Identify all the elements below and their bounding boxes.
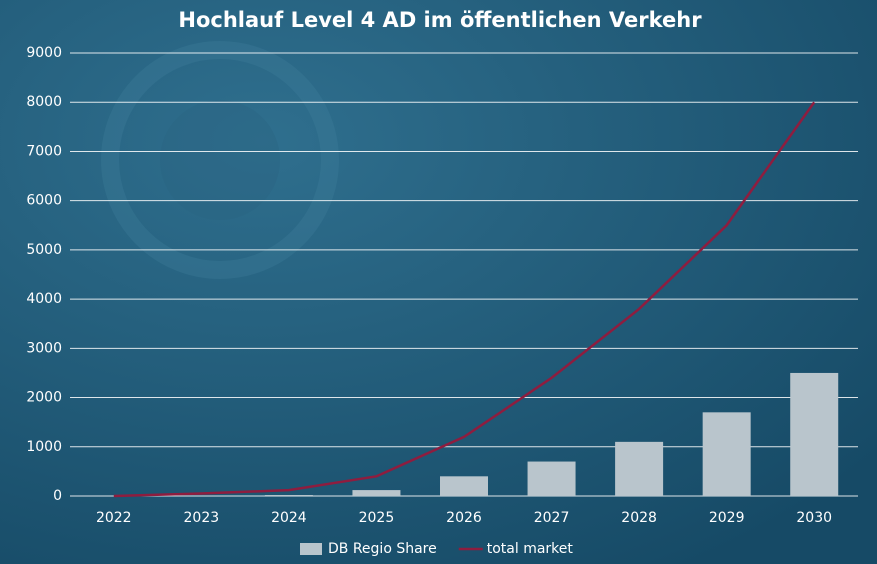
legend-label: total market [487, 541, 574, 557]
chart-title: Hochlauf Level 4 AD im öffentlichen Verk… [178, 8, 702, 32]
bar [440, 476, 488, 496]
y-tick-label: 0 [53, 488, 62, 504]
y-tick-label: 9000 [26, 45, 62, 61]
decoration [160, 100, 280, 220]
line [113, 101, 816, 498]
x-tick-label: 2025 [359, 510, 395, 526]
bar [352, 490, 401, 496]
x-tick-label: 2027 [534, 510, 570, 526]
bar [702, 412, 751, 496]
x-tick-label: 2030 [796, 510, 832, 526]
x-tick-label: 2029 [709, 510, 745, 526]
y-tick-label: 8000 [26, 94, 62, 110]
bar [527, 461, 576, 496]
bar [790, 372, 839, 496]
decoration [101, 41, 339, 279]
y-tick-label: 4000 [26, 291, 62, 307]
y-tick-label: 2000 [26, 390, 62, 406]
y-tick-label: 6000 [26, 193, 62, 209]
x-tick-label: 2022 [96, 510, 132, 526]
x-tick-label: 2023 [184, 510, 220, 526]
y-tick-label: 3000 [26, 340, 62, 356]
x-tick-label: 2026 [446, 510, 482, 526]
bar [615, 441, 664, 496]
y-tick-label: 7000 [26, 143, 62, 159]
y-tick-label: 1000 [26, 439, 62, 455]
x-tick-label: 2024 [271, 510, 307, 526]
bar [264, 495, 313, 496]
y-tick-label: 5000 [26, 242, 62, 258]
x-tick-label: 2028 [621, 510, 657, 526]
legend-swatch [300, 543, 322, 555]
legend-label: DB Regio Share [328, 541, 437, 557]
